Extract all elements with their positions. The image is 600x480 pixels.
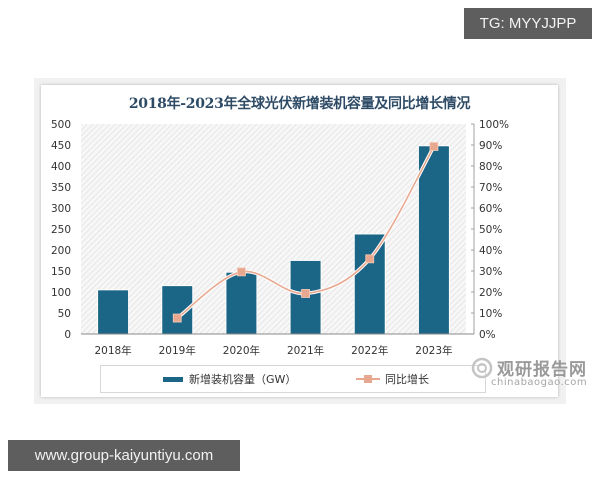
chart-card: 2018年-2023年全球光伏新增装机容量及同比增长情况 0 50 100 150 20… <box>41 85 587 397</box>
legend-label-capacity: 新增装机容量（GW） <box>189 373 297 386</box>
x-axis-tick: 2020年 <box>223 344 260 357</box>
left-axis-tick: 150 <box>51 266 71 278</box>
left-axis-tick: 500 <box>51 119 71 131</box>
left-axis-tick: 100 <box>51 287 71 299</box>
left-axis-tick: 400 <box>51 161 71 173</box>
legend-label-growth: 同比增长 <box>385 373 429 386</box>
right-axis-tick: 20% <box>479 287 502 299</box>
x-axis-tick: 2023年 <box>415 344 452 357</box>
tg-badge: TG: MYYJJPP <box>464 8 592 39</box>
right-axis-tick: 60% <box>479 203 502 215</box>
bar-2023年 <box>418 146 449 334</box>
left-axis-tick: 250 <box>51 224 71 236</box>
right-axis-tick: 40% <box>479 245 502 257</box>
right-axis-tick: 10% <box>479 308 502 320</box>
right-axis-tick: 100% <box>479 119 509 131</box>
right-axis-tick: 50% <box>479 224 502 236</box>
bar-swatch-icon <box>163 376 183 382</box>
legend: 新增装机容量（GW） 同比增长 <box>100 365 486 393</box>
left-axis-tick: 50 <box>58 308 71 320</box>
legend-item-capacity: 新增装机容量（GW） <box>163 366 296 392</box>
chart-title: 2018年-2023年全球光伏新增装机容量及同比增长情况 <box>128 96 471 112</box>
line-marker-swatch-icon <box>356 375 380 383</box>
growth-point-marker <box>172 313 182 323</box>
watermark: 观研报告网 chinabaogao.com <box>471 355 600 395</box>
right-axis-tick: 30% <box>479 266 502 278</box>
chart-plot: 0 50 100 150 200 250 300 350 400 450 500 0% 10% 20% 30… <box>51 119 509 357</box>
left-axis-tick: 0 <box>64 329 71 341</box>
x-axis-tick: 2021年 <box>287 344 324 357</box>
x-axis-tick: 2018年 <box>94 344 131 357</box>
right-axis-tick: 70% <box>479 182 502 194</box>
left-axis-tick: 300 <box>51 203 71 215</box>
left-axis-tick: 350 <box>51 182 71 194</box>
left-axis-tick: 450 <box>51 140 71 152</box>
x-axis-tick: 2022年 <box>351 344 388 357</box>
growth-point-marker <box>237 267 246 277</box>
growth-point-marker <box>365 254 375 264</box>
watermark-logo-icon <box>471 357 493 379</box>
bar-2020年 <box>226 272 257 334</box>
watermark-en: chinabaogao.com <box>491 377 588 388</box>
watermark-cn: 观研报告网 <box>497 360 587 380</box>
x-axis-tick: 2019年 <box>159 344 196 357</box>
right-axis-tick: 80% <box>479 161 502 173</box>
url-badge: www.group-kaiyuntiyu.com <box>8 440 240 471</box>
growth-point-marker <box>301 289 310 298</box>
growth-point-marker <box>429 142 439 151</box>
left-axis-tick: 200 <box>51 245 71 257</box>
legend-item-growth: 同比增长 <box>356 366 429 392</box>
right-axis-tick: 0% <box>479 329 496 341</box>
plot-area <box>81 124 466 334</box>
bar-2022年 <box>354 234 385 334</box>
bar-2018年 <box>98 290 129 334</box>
right-axis-tick: 90% <box>479 140 502 152</box>
